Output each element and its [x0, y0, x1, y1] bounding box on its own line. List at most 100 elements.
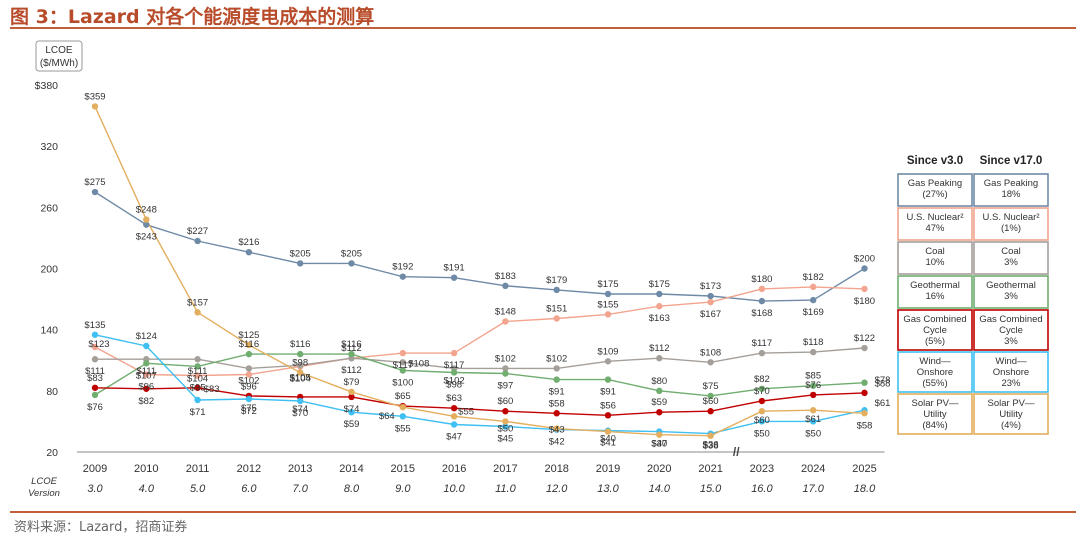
data-label-nuclear: $151: [546, 303, 567, 314]
series-line-coal: [710, 347, 865, 363]
legend-change: (4%): [1001, 420, 1021, 431]
data-point-wind: [810, 418, 817, 425]
data-label-solar: $55: [458, 406, 474, 417]
data-label-gas_peaking: $275: [84, 177, 105, 188]
x-tick-label: 2024: [801, 463, 825, 475]
data-label-wind: $47: [446, 431, 462, 442]
data-label-gas_combined: $83: [204, 384, 220, 395]
legend-header-v17: Since v17.0: [980, 155, 1043, 167]
data-point-gas_peaking: [450, 274, 458, 281]
data-point-geothermal: [194, 363, 201, 370]
version-label: 14.0: [649, 483, 671, 495]
data-label-coal: $105: [290, 372, 311, 383]
legend-name: U.S. Nuclear²: [906, 212, 963, 223]
data-label-nuclear: $96: [138, 382, 154, 393]
x-tick-label: 2019: [596, 463, 620, 475]
data-point-geothermal: [553, 376, 560, 383]
version-label: 5.0: [190, 483, 206, 495]
series-line-nuclear: [710, 286, 865, 303]
legend-name: Utility: [999, 409, 1022, 420]
data-point-solar: [810, 407, 817, 414]
data-point-geothermal: [348, 350, 355, 358]
data-label-gas_combined: $74: [292, 404, 308, 415]
data-label-solar: $60: [754, 415, 770, 426]
data-label-nuclear: $155: [597, 299, 618, 310]
legend-v3-wind: Wind—Onshore(55%): [897, 351, 973, 393]
data-label-geothermal: $116: [239, 339, 259, 350]
data-point-geothermal: [707, 392, 714, 400]
data-point-solar: [91, 103, 99, 110]
data-label-gas_peaking: $175: [649, 279, 670, 290]
legend-box: [897, 275, 973, 309]
data-label-geothermal: $91: [600, 387, 616, 398]
data-label-nuclear: $182: [803, 272, 824, 283]
data-point-gas_peaking: [91, 188, 99, 196]
data-point-coal: [399, 359, 406, 366]
data-point-coal: [707, 359, 714, 366]
y-tick-label: 20: [46, 447, 58, 459]
data-label-wind: $70: [292, 408, 308, 419]
data-label-gas_combined: $83: [87, 373, 103, 384]
data-point-geothermal: [758, 385, 766, 392]
data-point-gas_combined: [810, 391, 817, 399]
data-point-nuclear: [143, 371, 150, 378]
x-tick-label: 2023: [750, 463, 774, 475]
legend-name: Gas Combined: [979, 314, 1042, 325]
data-point-gas_peaking: [707, 292, 714, 300]
x-tick-label: 2014: [339, 463, 363, 475]
series-line-geothermal: [710, 382, 865, 397]
data-point-solar: [656, 431, 663, 438]
legend-box: [897, 173, 973, 207]
version-label: 18.0: [854, 483, 876, 495]
data-point-gas_combined: [450, 404, 458, 412]
data-point-gas_peaking: [194, 237, 201, 245]
legend-box: [897, 309, 973, 351]
data-label-gas_peaking: $243: [136, 232, 157, 243]
data-point-gas_combined: [348, 393, 355, 401]
legend-box: [973, 309, 1049, 351]
data-label-coal: $102: [546, 353, 567, 364]
data-point-wind: [91, 331, 99, 338]
data-label-gas_peaking: $205: [341, 248, 362, 259]
data-label-gas_peaking: $200: [854, 254, 875, 265]
version-label: 13.0: [597, 483, 619, 495]
data-point-gas_combined: [604, 412, 612, 419]
x-tick-label: 2020: [647, 463, 671, 475]
data-point-geothermal: [297, 350, 304, 358]
data-point-geothermal: [604, 376, 612, 383]
legend-name: Gas Peaking: [984, 178, 1038, 189]
data-label-gas_peaking: $179: [546, 275, 567, 286]
data-point-coal: [861, 344, 868, 352]
x-tick-label: 2015: [391, 463, 415, 475]
data-point-nuclear: [399, 349, 406, 357]
version-row-label: LCOE: [31, 476, 58, 487]
data-point-gas_combined: [143, 385, 150, 392]
legend-name: Solar PV—: [912, 398, 959, 409]
data-point-solar: [707, 432, 714, 439]
data-point-solar: [502, 418, 509, 425]
data-label-geothermal: $98: [446, 379, 462, 390]
data-label-coal: $109: [597, 346, 618, 357]
data-point-gas_peaking: [399, 273, 406, 280]
data-label-wind: $40: [651, 439, 667, 450]
legend-change: 3%: [1004, 291, 1018, 302]
version-label: 8.0: [344, 483, 360, 495]
data-point-gas_combined: [194, 384, 201, 391]
y-axis-title-line: LCOE: [45, 45, 73, 56]
data-point-geothermal: [502, 370, 509, 377]
data-label-wind: $55: [395, 423, 411, 434]
data-label-nuclear: $117: [393, 360, 413, 371]
data-label-coal: $102: [238, 375, 259, 386]
version-label: 15.0: [700, 483, 722, 495]
data-label-gas_peaking: $191: [444, 263, 465, 274]
data-label-coal: $108: [700, 347, 721, 358]
legend-box: [897, 351, 973, 393]
data-label-solar: $64: [379, 411, 395, 422]
y-tick-label: 320: [40, 141, 58, 153]
series-line-gas_combined: [710, 392, 865, 412]
